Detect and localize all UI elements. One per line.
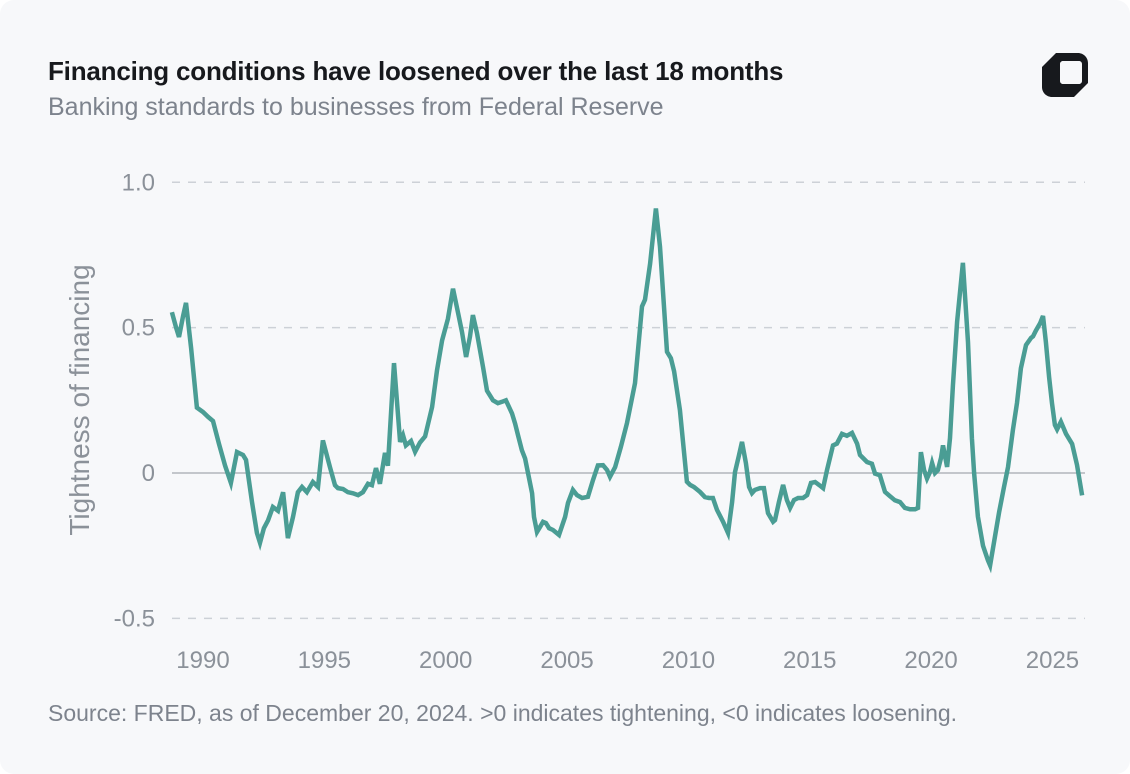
page-title: Financing conditions have loosened over … [48,56,784,86]
y-tick-label: -0.5 [114,605,155,632]
x-tick-label: 2025 [1026,647,1079,674]
x-tick-label: 2000 [419,647,472,674]
y-tick-label: 1.0 [122,169,155,196]
source-note: Source: FRED, as of December 20, 2024. >… [48,700,958,726]
series-line [169,208,1085,574]
x-tick-label: 1990 [176,647,229,674]
x-tick-label: 1995 [298,647,351,674]
y-tick-label: 0.5 [122,315,155,342]
x-tick-label: 2005 [540,647,593,674]
x-tick-label: 2015 [783,647,836,674]
x-tick-label: 2010 [662,647,715,674]
x-tick-label: 2020 [904,647,957,674]
chart-subtitle: Banking standards to businesses from Fed… [48,93,664,121]
brand-logo-icon [1042,53,1088,97]
y-tick-label: 0 [142,460,155,487]
